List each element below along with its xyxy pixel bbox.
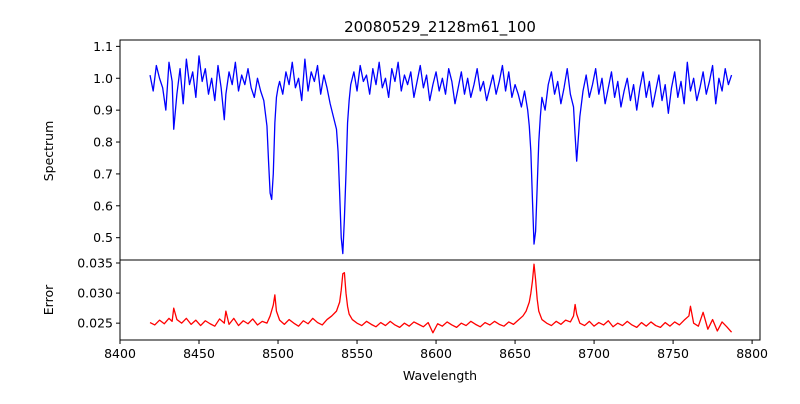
spectrum-y-tick-label: 0.9: [93, 103, 113, 118]
x-tick-label: 8550: [341, 346, 373, 361]
error-series-line: [149, 263, 733, 334]
error-panel: 0.025 0.030 0.035 Error: [41, 256, 761, 341]
error-y-tick-label: 0.030: [77, 286, 113, 301]
x-tick-label: 8650: [499, 346, 531, 361]
spectrum-series-line: [149, 55, 733, 255]
x-tick-label: 8800: [736, 346, 768, 361]
error-y-ticks: 0.025 0.030 0.035: [77, 256, 120, 331]
spectrum-y-axis-label: Spectrum: [41, 121, 56, 182]
chart-title: 20080529_2128m61_100: [344, 18, 536, 37]
spectrum-y-tick-label: 0.6: [93, 198, 113, 213]
spectrum-y-tick-label: 0.7: [93, 166, 113, 181]
error-axes-frame: [119, 259, 761, 341]
x-tick-label: 8500: [262, 346, 294, 361]
x-tick-label: 8450: [183, 346, 215, 361]
x-axis-label: Wavelength: [403, 368, 477, 383]
x-tick-label: 8700: [578, 346, 610, 361]
spectrum-y-tick-label: 1.0: [93, 71, 113, 86]
error-y-tick-label: 0.025: [77, 316, 113, 331]
spectrum-y-tick-label: 0.8: [93, 135, 113, 150]
error-y-axis-label: Error: [41, 284, 56, 315]
x-tick-label: 8750: [657, 346, 689, 361]
x-tick-label: 8400: [104, 346, 136, 361]
error-y-tick-label: 0.035: [77, 256, 113, 271]
spectrum-y-tick-label: 1.1: [93, 39, 113, 54]
x-ticks: 8400 8450 8500 8550 8600 8650 8700 8750 8800: [104, 340, 768, 361]
spectrum-y-tick-label: 0.5: [93, 230, 113, 245]
x-tick-label: 8600: [420, 346, 452, 361]
spectrum-y-ticks: 0.5 0.6 0.7 0.8 0.9 1.0 1.1: [93, 39, 120, 245]
